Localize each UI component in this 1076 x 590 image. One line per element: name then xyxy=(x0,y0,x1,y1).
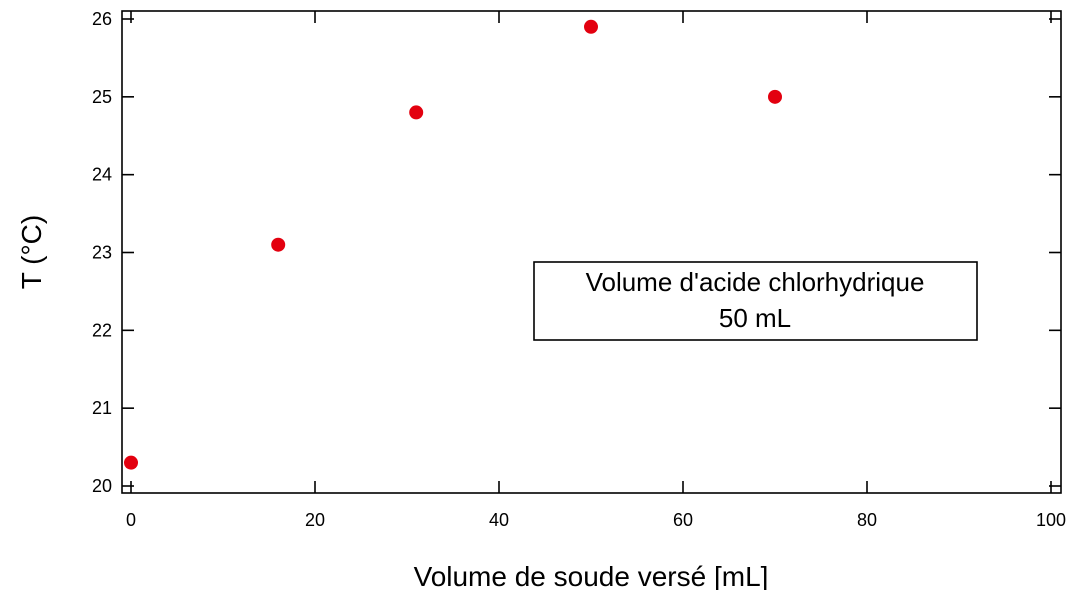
x-axis-title: Volume de soude versé [mL] xyxy=(414,561,769,590)
x-tick-label: 80 xyxy=(857,510,877,530)
x-tick-label: 40 xyxy=(489,510,509,530)
annotation-line-1: Volume d'acide chlorhydrique xyxy=(586,267,925,297)
data-points xyxy=(124,19,782,470)
annotation-line-2: 50 mL xyxy=(719,303,791,333)
annotation-frame xyxy=(533,261,978,341)
x-tick-label: 60 xyxy=(673,510,693,530)
x-tick-label: 0 xyxy=(126,510,136,530)
annotation-box: Volume d'acide chlorhydrique 50 mL xyxy=(533,261,978,341)
data-point xyxy=(584,19,598,34)
axis-ticks xyxy=(122,11,1061,493)
data-point xyxy=(768,89,782,104)
y-tick-label: 20 xyxy=(92,476,112,496)
x-tick-label: 20 xyxy=(305,510,325,530)
data-point xyxy=(271,237,286,252)
y-tick-label: 22 xyxy=(92,320,112,340)
y-axis-title: T (°C) xyxy=(16,215,47,289)
plot-frame xyxy=(121,10,1062,494)
y-tick-label: 23 xyxy=(92,243,112,263)
y-tick-label: 26 xyxy=(92,9,112,29)
tick-labels: 0 20 40 60 80 100 20 21 22 23 24 25 26 xyxy=(92,9,1066,530)
x-tick-label: 100 xyxy=(1036,510,1066,530)
data-point xyxy=(124,455,138,470)
y-tick-label: 25 xyxy=(92,87,112,107)
data-point xyxy=(409,105,424,120)
y-tick-label: 24 xyxy=(92,165,112,185)
y-tick-label: 21 xyxy=(92,398,112,418)
